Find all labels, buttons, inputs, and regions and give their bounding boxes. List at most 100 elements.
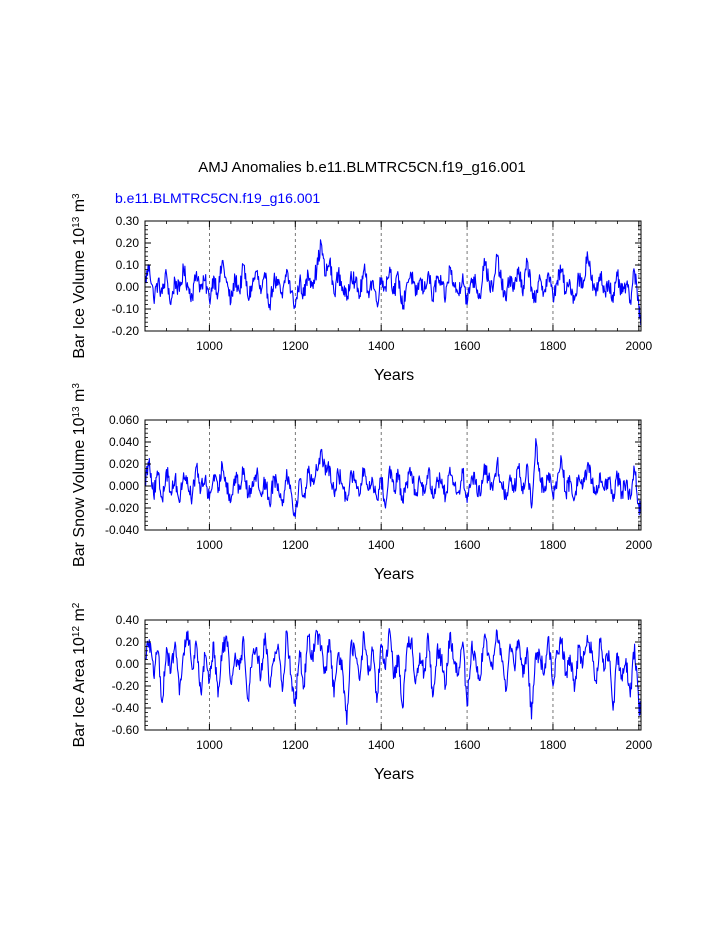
data-point xyxy=(149,458,150,459)
y-tick-label: 0.040 xyxy=(109,435,139,449)
data-point xyxy=(449,467,450,468)
data-point xyxy=(174,280,175,281)
y-tick-label: -0.40 xyxy=(112,701,140,715)
data-point xyxy=(174,641,175,642)
data-point xyxy=(406,481,407,482)
data-point xyxy=(570,655,571,656)
y-tick-label: -0.20 xyxy=(112,324,140,338)
data-point xyxy=(561,269,562,270)
data-point xyxy=(518,639,519,640)
data-point xyxy=(445,496,446,497)
chart-subtitle: b.e11.BLMTRC5CN.f19_g16.001 xyxy=(115,190,320,206)
data-point xyxy=(243,264,244,265)
data-point xyxy=(548,472,549,473)
data-point xyxy=(329,260,330,261)
data-point xyxy=(539,480,540,481)
data-point xyxy=(621,492,622,493)
data-point xyxy=(153,494,154,495)
data-point xyxy=(372,650,373,651)
data-point xyxy=(192,669,193,670)
data-point xyxy=(385,286,386,287)
data-point xyxy=(402,502,403,503)
data-point xyxy=(320,647,321,648)
data-point xyxy=(273,658,274,659)
data-point xyxy=(192,496,193,497)
data-point xyxy=(205,655,206,656)
data-point xyxy=(625,284,626,285)
data-point xyxy=(612,710,613,711)
series-line xyxy=(144,239,642,326)
data-point xyxy=(213,641,214,642)
y-tick-label: 0.00 xyxy=(116,657,140,671)
data-point xyxy=(166,469,167,470)
data-point xyxy=(157,474,158,475)
data-point xyxy=(531,507,532,508)
x-tick-label: 1800 xyxy=(540,738,567,752)
data-point xyxy=(308,472,309,473)
x-tick-label: 1400 xyxy=(368,738,395,752)
data-point xyxy=(617,474,618,475)
plot-frame xyxy=(144,220,642,332)
data-point xyxy=(316,469,317,470)
data-point xyxy=(368,674,369,675)
data-point xyxy=(243,468,244,469)
data-point xyxy=(368,490,369,491)
data-point xyxy=(278,644,279,645)
data-point xyxy=(325,474,326,475)
data-point xyxy=(582,286,583,287)
data-point xyxy=(621,674,622,675)
data-point xyxy=(376,302,377,303)
data-point xyxy=(265,633,266,634)
y-tick-label: 0.20 xyxy=(116,236,140,250)
data-point xyxy=(514,488,515,489)
data-point xyxy=(600,472,601,473)
data-point xyxy=(273,280,274,281)
data-point xyxy=(411,471,412,472)
data-point xyxy=(630,300,631,301)
data-point xyxy=(166,273,167,274)
data-point xyxy=(398,474,399,475)
data-point xyxy=(389,267,390,268)
data-point xyxy=(488,480,489,481)
data-point xyxy=(368,291,369,292)
data-point xyxy=(363,633,364,634)
data-point xyxy=(428,636,429,637)
data-point xyxy=(535,438,536,439)
data-point xyxy=(492,490,493,491)
data-point xyxy=(582,485,583,486)
data-point xyxy=(484,258,485,259)
panel-2: 1000 1200 1400 1600 1800 2000 -0.040 -0.020 0.00… xyxy=(71,383,653,583)
data-point xyxy=(578,474,579,475)
data-point xyxy=(187,286,188,287)
data-point xyxy=(342,669,343,670)
data-point xyxy=(381,278,382,279)
data-point xyxy=(428,271,429,272)
data-point xyxy=(308,273,309,274)
data-point xyxy=(419,280,420,281)
data-point xyxy=(157,282,158,283)
data-point xyxy=(501,282,502,283)
data-point xyxy=(630,499,631,500)
data-point xyxy=(256,472,257,473)
y-tick-label: -0.020 xyxy=(105,501,139,515)
data-point xyxy=(235,476,236,477)
data-point xyxy=(385,669,386,670)
y-tick-label: 0.40 xyxy=(116,613,140,627)
data-point xyxy=(179,694,180,695)
data-point xyxy=(295,306,296,307)
data-point xyxy=(432,496,433,497)
data-point xyxy=(509,644,510,645)
data-point xyxy=(243,639,244,640)
data-point xyxy=(595,494,596,495)
data-point xyxy=(612,302,613,303)
data-point xyxy=(509,275,510,276)
data-point xyxy=(295,516,296,517)
data-point xyxy=(432,696,433,697)
data-point xyxy=(445,297,446,298)
data-point xyxy=(196,644,197,645)
data-point xyxy=(320,449,321,450)
data-point xyxy=(183,652,184,653)
x-tick-label: 2000 xyxy=(626,339,653,353)
plot-frame xyxy=(144,619,642,731)
data-point xyxy=(153,297,154,298)
